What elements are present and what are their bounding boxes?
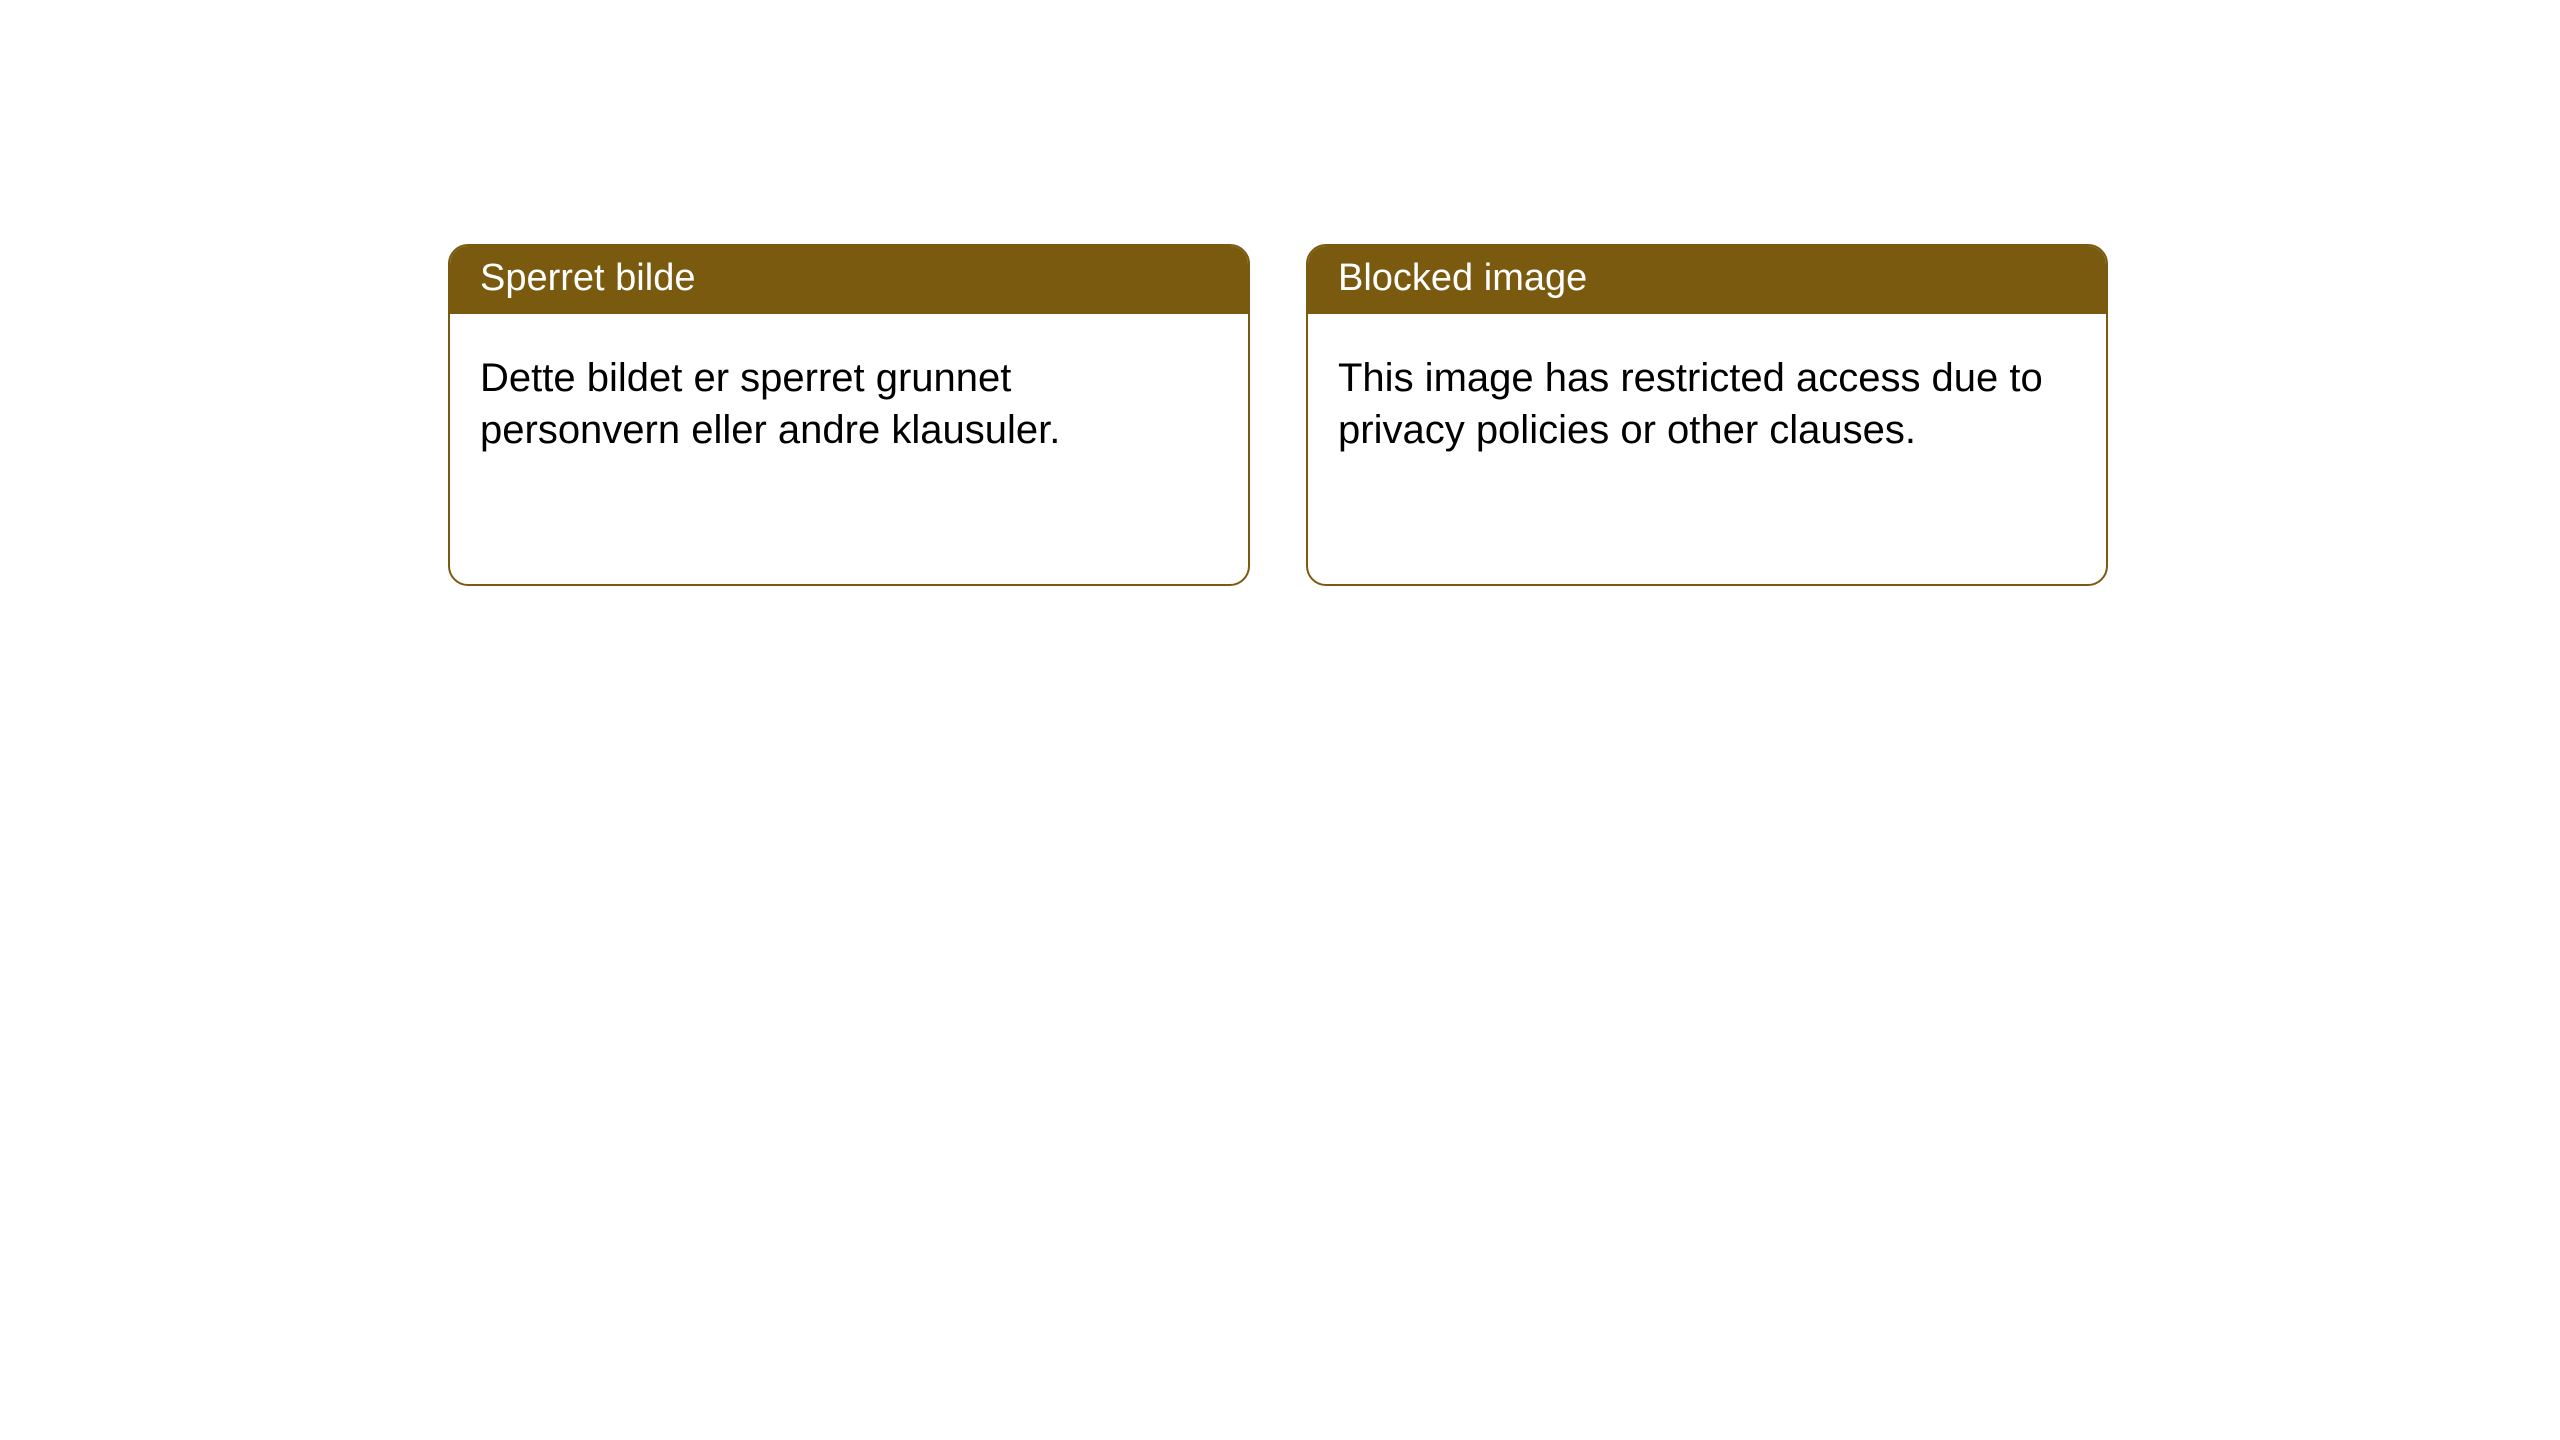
card-header: Sperret bilde (450, 246, 1248, 314)
card-body-text: This image has restricted access due to … (1338, 356, 2043, 453)
card-header: Blocked image (1308, 246, 2106, 314)
card-body: Dette bildet er sperret grunnet personve… (450, 314, 1248, 584)
card-body-text: Dette bildet er sperret grunnet personve… (480, 356, 1060, 453)
card-body: This image has restricted access due to … (1308, 314, 2106, 584)
card-title: Blocked image (1338, 257, 1587, 299)
notice-card-english: Blocked image This image has restricted … (1306, 244, 2108, 586)
notice-container: Sperret bilde Dette bildet er sperret gr… (448, 244, 2108, 586)
notice-card-norwegian: Sperret bilde Dette bildet er sperret gr… (448, 244, 1250, 586)
card-title: Sperret bilde (480, 257, 695, 299)
